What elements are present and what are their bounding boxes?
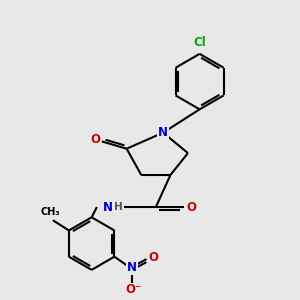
Text: O⁻: O⁻ bbox=[125, 283, 142, 296]
Text: N: N bbox=[103, 201, 113, 214]
Text: O: O bbox=[187, 201, 197, 214]
Text: H: H bbox=[114, 202, 123, 212]
Text: Cl: Cl bbox=[193, 36, 206, 49]
Text: O: O bbox=[90, 133, 100, 146]
Text: O: O bbox=[148, 251, 158, 264]
Text: N: N bbox=[127, 261, 137, 274]
Text: CH₃: CH₃ bbox=[41, 207, 60, 217]
Text: N: N bbox=[158, 126, 168, 139]
